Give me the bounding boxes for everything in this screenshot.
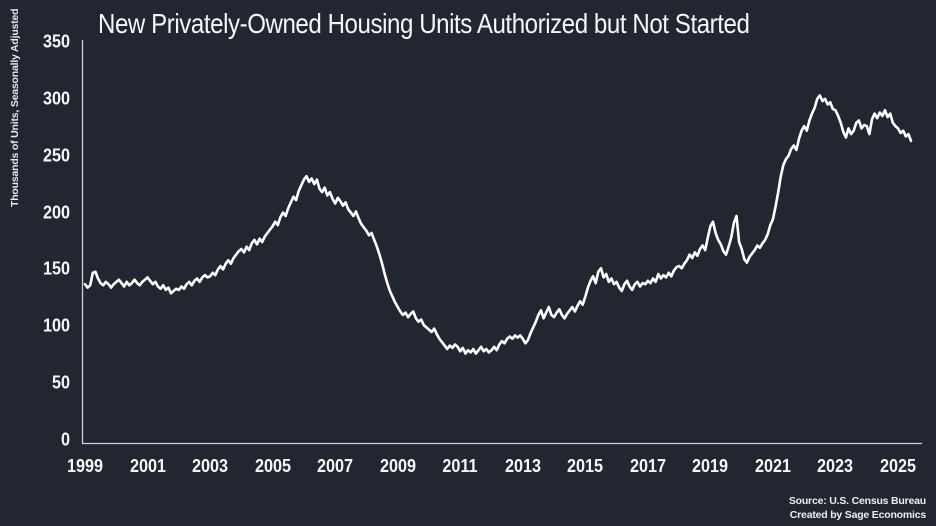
x-axis-tick-label: 2009: [379, 456, 416, 476]
x-axis-tick-label: 2017: [629, 456, 666, 476]
x-axis-tick-label: 2011: [442, 456, 478, 476]
x-axis-tick-label: 2007: [317, 456, 354, 476]
data-line-series: [83, 94, 913, 355]
credit-text: Created by Sage Economics: [789, 508, 926, 521]
y-axis-tick-label: 50: [51, 372, 70, 393]
y-axis-tick-label: 300: [42, 88, 70, 109]
chart-title: New Privately-Owned Housing Units Author…: [98, 8, 750, 39]
y-axis-tick-label: 0: [60, 429, 70, 450]
x-axis-tick-label: 2001: [129, 456, 166, 476]
x-axis-tick-label: 2025: [879, 456, 917, 476]
y-axis-title: Thousands of Units, Seasonally Adjusted: [9, 8, 21, 207]
y-axis-tick-label: 100: [42, 315, 70, 336]
x-axis-tick-label: 2015: [567, 456, 604, 476]
x-axis-tick-label: 2021: [754, 456, 791, 476]
y-axis-tick-label: 150: [42, 258, 70, 279]
y-axis-tick-label: 250: [42, 145, 70, 166]
x-axis-tick-label: 2005: [254, 456, 291, 476]
y-axis-tick-label: 350: [42, 31, 70, 52]
source-text: Source: U.S. Census Bureau: [788, 494, 926, 507]
x-axis-tick-label: 2013: [504, 456, 541, 476]
y-axis-tick-label: 200: [42, 202, 70, 223]
x-axis-tick-label: 2023: [817, 456, 854, 476]
x-axis-tick-label: 2019: [692, 456, 729, 476]
x-axis-tick-label: 2003: [192, 456, 229, 476]
source-block: Source: U.S. Census Bureau Created by Sa…: [789, 494, 926, 522]
x-axis-tick-label: 1999: [66, 456, 104, 476]
